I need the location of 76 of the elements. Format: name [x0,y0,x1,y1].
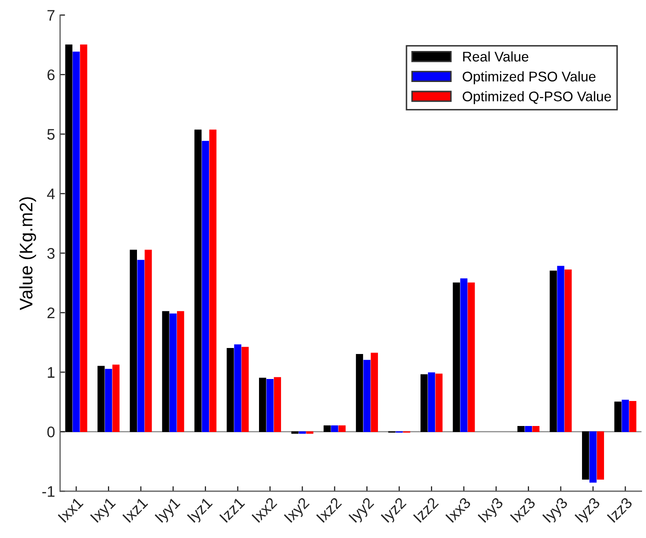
bar [460,278,468,432]
x-tick-label: Iyz2 [380,496,409,525]
legend-label: Optimized Q-PSO Value [462,91,611,104]
bar [452,282,460,432]
x-tick-label: Izz1 [219,496,246,523]
x-tick-label: Iyz1 [187,496,215,525]
bar [259,378,266,432]
bar [72,52,80,432]
bar [614,402,622,432]
bar [137,260,144,432]
x-tick-label: Ixx1 [58,496,84,523]
bar [170,313,177,432]
legend-label: Optimized PSO Value [462,71,596,84]
bar [266,378,274,432]
bar [468,282,475,432]
y-axis-title: Value (Kg.m2) [19,197,36,310]
x-tick-label: Iyy1 [154,496,183,525]
bar [242,346,249,432]
bar [596,431,604,480]
bar [112,364,120,432]
bar [98,366,105,432]
bar [104,368,112,432]
bar [274,377,282,432]
x-tick-label: Ixy2 [284,496,312,525]
bar [176,311,184,432]
bar [564,269,572,432]
x-tick-label: Ixz3 [510,496,536,523]
y-tick-label: 5 [47,129,55,140]
y-tick-label: 3 [47,248,55,259]
bar [162,311,170,432]
y-tick-label: 6 [47,69,55,80]
x-tick-label: Izz3 [606,496,633,523]
y-tick-label: 4 [47,188,55,200]
x-tick-label: Ixx3 [445,496,472,523]
x-tick-label: Iyy3 [542,496,570,525]
x-tick-label: Ixy1 [90,496,118,525]
x-tick-label: Izz2 [413,496,439,523]
bar [234,344,242,432]
bar [80,44,88,432]
x-tick-label: Ixz1 [122,496,148,523]
bar [589,431,597,483]
bar [356,354,364,432]
bar [194,130,202,432]
x-tick-label: Iyy2 [348,496,376,525]
bar [130,250,137,432]
bar [420,374,428,432]
x-tick-label: Ixz2 [316,496,342,523]
bar [65,44,72,432]
bar [524,426,532,432]
x-tick-label: Ixx2 [252,496,278,523]
bar [202,140,210,432]
bar [517,426,525,432]
bar [338,425,346,432]
x-tick-label: Iyz3 [574,496,603,525]
y-tick-label: 0 [47,426,55,438]
bar [622,400,629,432]
bar [428,372,436,432]
bar [550,270,557,432]
bar [331,425,338,432]
bar [363,360,371,432]
y-tick-label: 2 [47,308,54,318]
bar [582,431,590,480]
bar [370,352,378,432]
y-tick-label: 1 [48,367,54,378]
bar [532,426,540,432]
legend-label: Real Value [463,51,528,62]
y-tick-label: 7 [48,10,54,21]
y-tick-label: -1 [42,486,54,497]
bar [557,266,564,432]
x-tick-label: Ixy3 [478,496,506,525]
bar [324,425,331,432]
bar [435,374,443,432]
bar [144,250,152,432]
bar [209,130,216,432]
bar [226,348,234,432]
bar [629,400,636,432]
